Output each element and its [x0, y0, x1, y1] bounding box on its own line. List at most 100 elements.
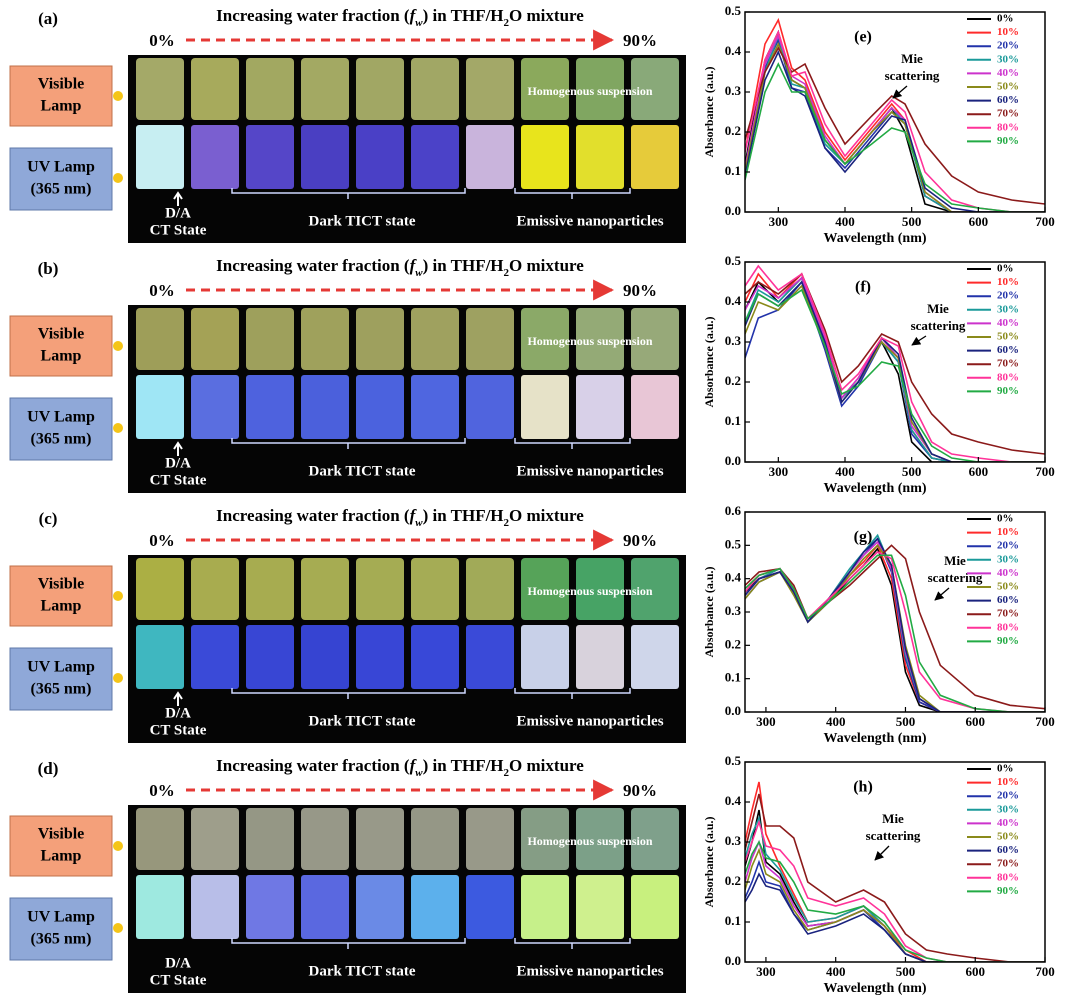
chart: 300 400 500 600 700 0.0 0.1 0.2 0.3 0.4 0.5 0.6 Wave…	[702, 503, 1055, 746]
vial-uv	[191, 375, 239, 439]
legend-label: 70%	[997, 608, 1019, 620]
panel-heading: Increasing water fraction (fw) in THF/H2…	[216, 506, 584, 529]
heading-part: O mixture	[509, 256, 584, 275]
tict-label: Dark TICT state	[309, 963, 416, 979]
uv-lamp-label: (365 nm)	[31, 931, 92, 948]
panel-label: (h)	[853, 779, 873, 796]
ct-arrow	[173, 691, 183, 706]
y-axis-label: Absorbance (a.u.)	[702, 816, 716, 907]
ct-state-label: D/A	[165, 705, 191, 721]
y-tick-label: 0.4	[725, 570, 742, 585]
legend-label: 50%	[997, 81, 1019, 93]
x-tick-label: 500	[896, 714, 916, 729]
vial-visible	[301, 808, 349, 870]
annotation: Mie	[901, 51, 923, 66]
vial-visible	[521, 808, 569, 870]
series-line	[745, 847, 1045, 962]
bracket	[514, 188, 631, 199]
x-tick-label: 700	[1035, 964, 1055, 979]
lamp-dot	[113, 423, 123, 433]
heading-part: w	[415, 517, 423, 529]
y-tick-label: 0.0	[725, 453, 741, 468]
vial-visible	[466, 808, 514, 870]
vial-visible	[246, 308, 294, 370]
photo-panel: (d) Increasing water fraction (fw) in THF…	[9, 756, 686, 993]
y-tick-label: 0.1	[725, 163, 741, 178]
heading-part: w	[415, 17, 423, 29]
series-line	[745, 17, 1045, 212]
uv-lamp-box	[9, 647, 113, 711]
heading-part: w	[415, 267, 423, 279]
x-axis-label: Wavelength (nm)	[823, 481, 926, 496]
legend-label: 0%	[997, 263, 1014, 275]
lamp-dot	[113, 673, 123, 683]
uv-lamp-label: UV Lamp	[27, 409, 95, 426]
heading-part: 2	[504, 517, 510, 529]
y-tick-label: 0.5	[725, 253, 742, 268]
x-axis-label: Wavelength (nm)	[823, 981, 926, 996]
vial-visible	[411, 808, 459, 870]
uv-lamp-label: UV Lamp	[27, 659, 95, 676]
vial-visible	[136, 808, 184, 870]
y-tick-label: 0.6	[725, 503, 742, 518]
tict-label: Dark TICT state	[309, 713, 416, 729]
visible-lamp-label: Visible	[38, 576, 85, 593]
suspension-label: Homogenous suspension	[527, 834, 652, 848]
lamp-dot	[113, 91, 123, 101]
x-tick-label: 400	[826, 714, 846, 729]
vial-uv	[466, 375, 514, 439]
annotation-arrow	[911, 335, 927, 346]
bracket	[514, 938, 631, 949]
heading-part: O mixture	[509, 506, 584, 525]
legend-label: 40%	[997, 817, 1019, 829]
x-tick-label: 600	[965, 964, 985, 979]
legend-label: 60%	[997, 594, 1019, 606]
vial-uv	[411, 625, 459, 689]
vial-visible	[136, 308, 184, 370]
x-tick-label: 700	[1035, 464, 1055, 479]
vial-uv	[356, 125, 404, 189]
vial-uv	[631, 625, 679, 689]
x-tick-label: 300	[769, 214, 789, 229]
emissive-label: Emissive nanoparticles	[516, 213, 663, 229]
lamp-dot	[113, 341, 123, 351]
vial-visible	[191, 58, 239, 120]
vial-uv	[521, 375, 569, 439]
legend-label: 20%	[997, 290, 1019, 302]
series-line	[745, 872, 1045, 962]
y-tick-label: 0.3	[725, 83, 742, 98]
vial-visible	[521, 58, 569, 120]
series-line	[745, 284, 1045, 462]
chart: 300 400 500 600 700 0.0 0.1 0.2 0.3 0.4 0.5 Wavelen…	[702, 253, 1055, 496]
ct-arrow	[173, 441, 183, 456]
y-tick-label: 0.2	[725, 873, 741, 888]
vial-uv	[301, 375, 349, 439]
plot-lines	[745, 264, 1045, 462]
panel-heading: Increasing water fraction (fw) in THF/H2…	[216, 256, 584, 279]
legend-label: 10%	[997, 526, 1019, 538]
y-tick-label: 0.5	[725, 3, 742, 18]
vial-visible	[136, 58, 184, 120]
panel-label: (f)	[855, 279, 871, 296]
series-line	[745, 840, 1045, 962]
vial-uv	[356, 625, 404, 689]
vial-visible	[466, 58, 514, 120]
legend-label: 50%	[997, 331, 1019, 343]
vial-uv	[356, 375, 404, 439]
y-tick-label: 0.0	[725, 203, 741, 218]
heading-part: ) in THF/H	[423, 256, 504, 275]
bracket	[231, 438, 466, 449]
panel-label: (b)	[38, 259, 59, 278]
x-tick-label: 400	[835, 214, 855, 229]
visible-lamp-label: Lamp	[41, 848, 82, 865]
vial-visible	[246, 558, 294, 620]
legend-label: 30%	[997, 53, 1019, 65]
ct-state-label: D/A	[165, 955, 191, 971]
annotation: Mie	[944, 553, 966, 568]
panel-label: (e)	[854, 29, 872, 46]
photo-panel: (a) Increasing water fraction (fw) in THF…	[9, 6, 686, 243]
y-tick-label: 0.5	[725, 536, 742, 551]
vial-visible	[301, 558, 349, 620]
heading-part: 2	[504, 267, 510, 279]
